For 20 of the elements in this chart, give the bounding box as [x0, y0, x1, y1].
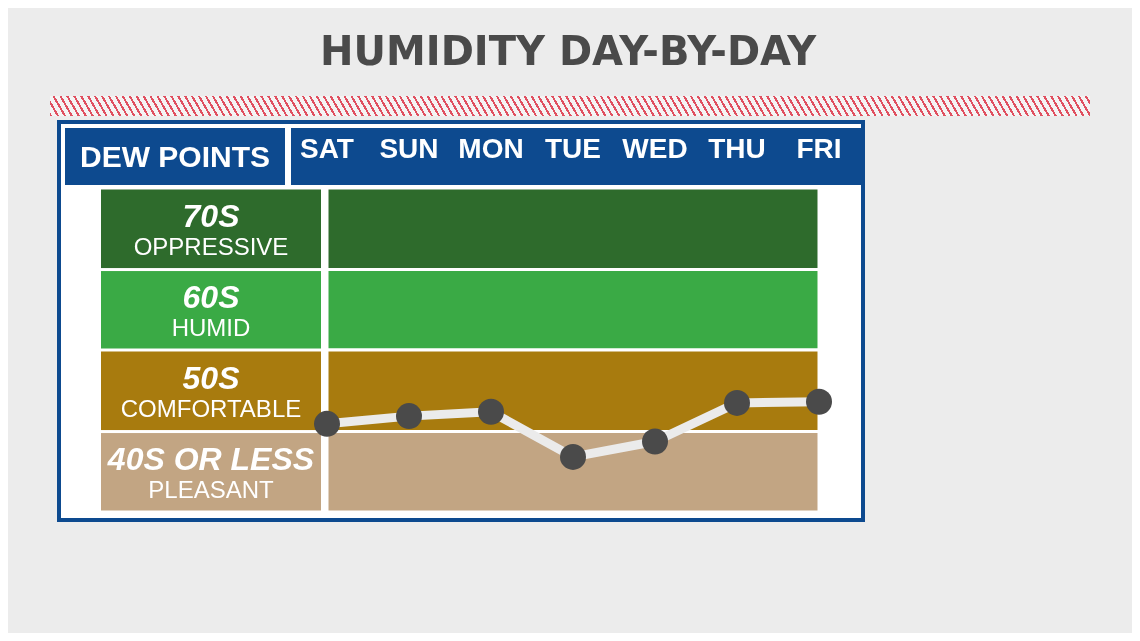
- band-label: 40S OR LESS PLEASANT: [106, 440, 315, 503]
- x-tick-label: THU: [708, 133, 766, 164]
- band-label: 50S COMFORTABLE: [120, 359, 302, 422]
- point: [642, 428, 668, 455]
- band-label: 70S OPPRESSIVE: [133, 197, 289, 260]
- x-tick-label: TUE: [545, 133, 601, 164]
- x-tick-label: WED: [622, 133, 688, 164]
- chart-title: HUMIDITY DAY-BY-DAY: [320, 28, 817, 74]
- x-tick-label: MON: [458, 133, 524, 164]
- x-tick-label: FRI: [796, 133, 842, 164]
- point: [724, 389, 750, 416]
- y-axis-title: DEW POINTS: [65, 128, 285, 185]
- band-label: 60S HUMID: [171, 278, 251, 341]
- x-tick-label: SAT: [300, 133, 354, 164]
- point: [560, 443, 586, 470]
- point: [478, 398, 504, 425]
- point: [314, 410, 340, 437]
- x-tick-label: SUN: [379, 133, 439, 164]
- point: [806, 388, 832, 415]
- point: [396, 403, 422, 430]
